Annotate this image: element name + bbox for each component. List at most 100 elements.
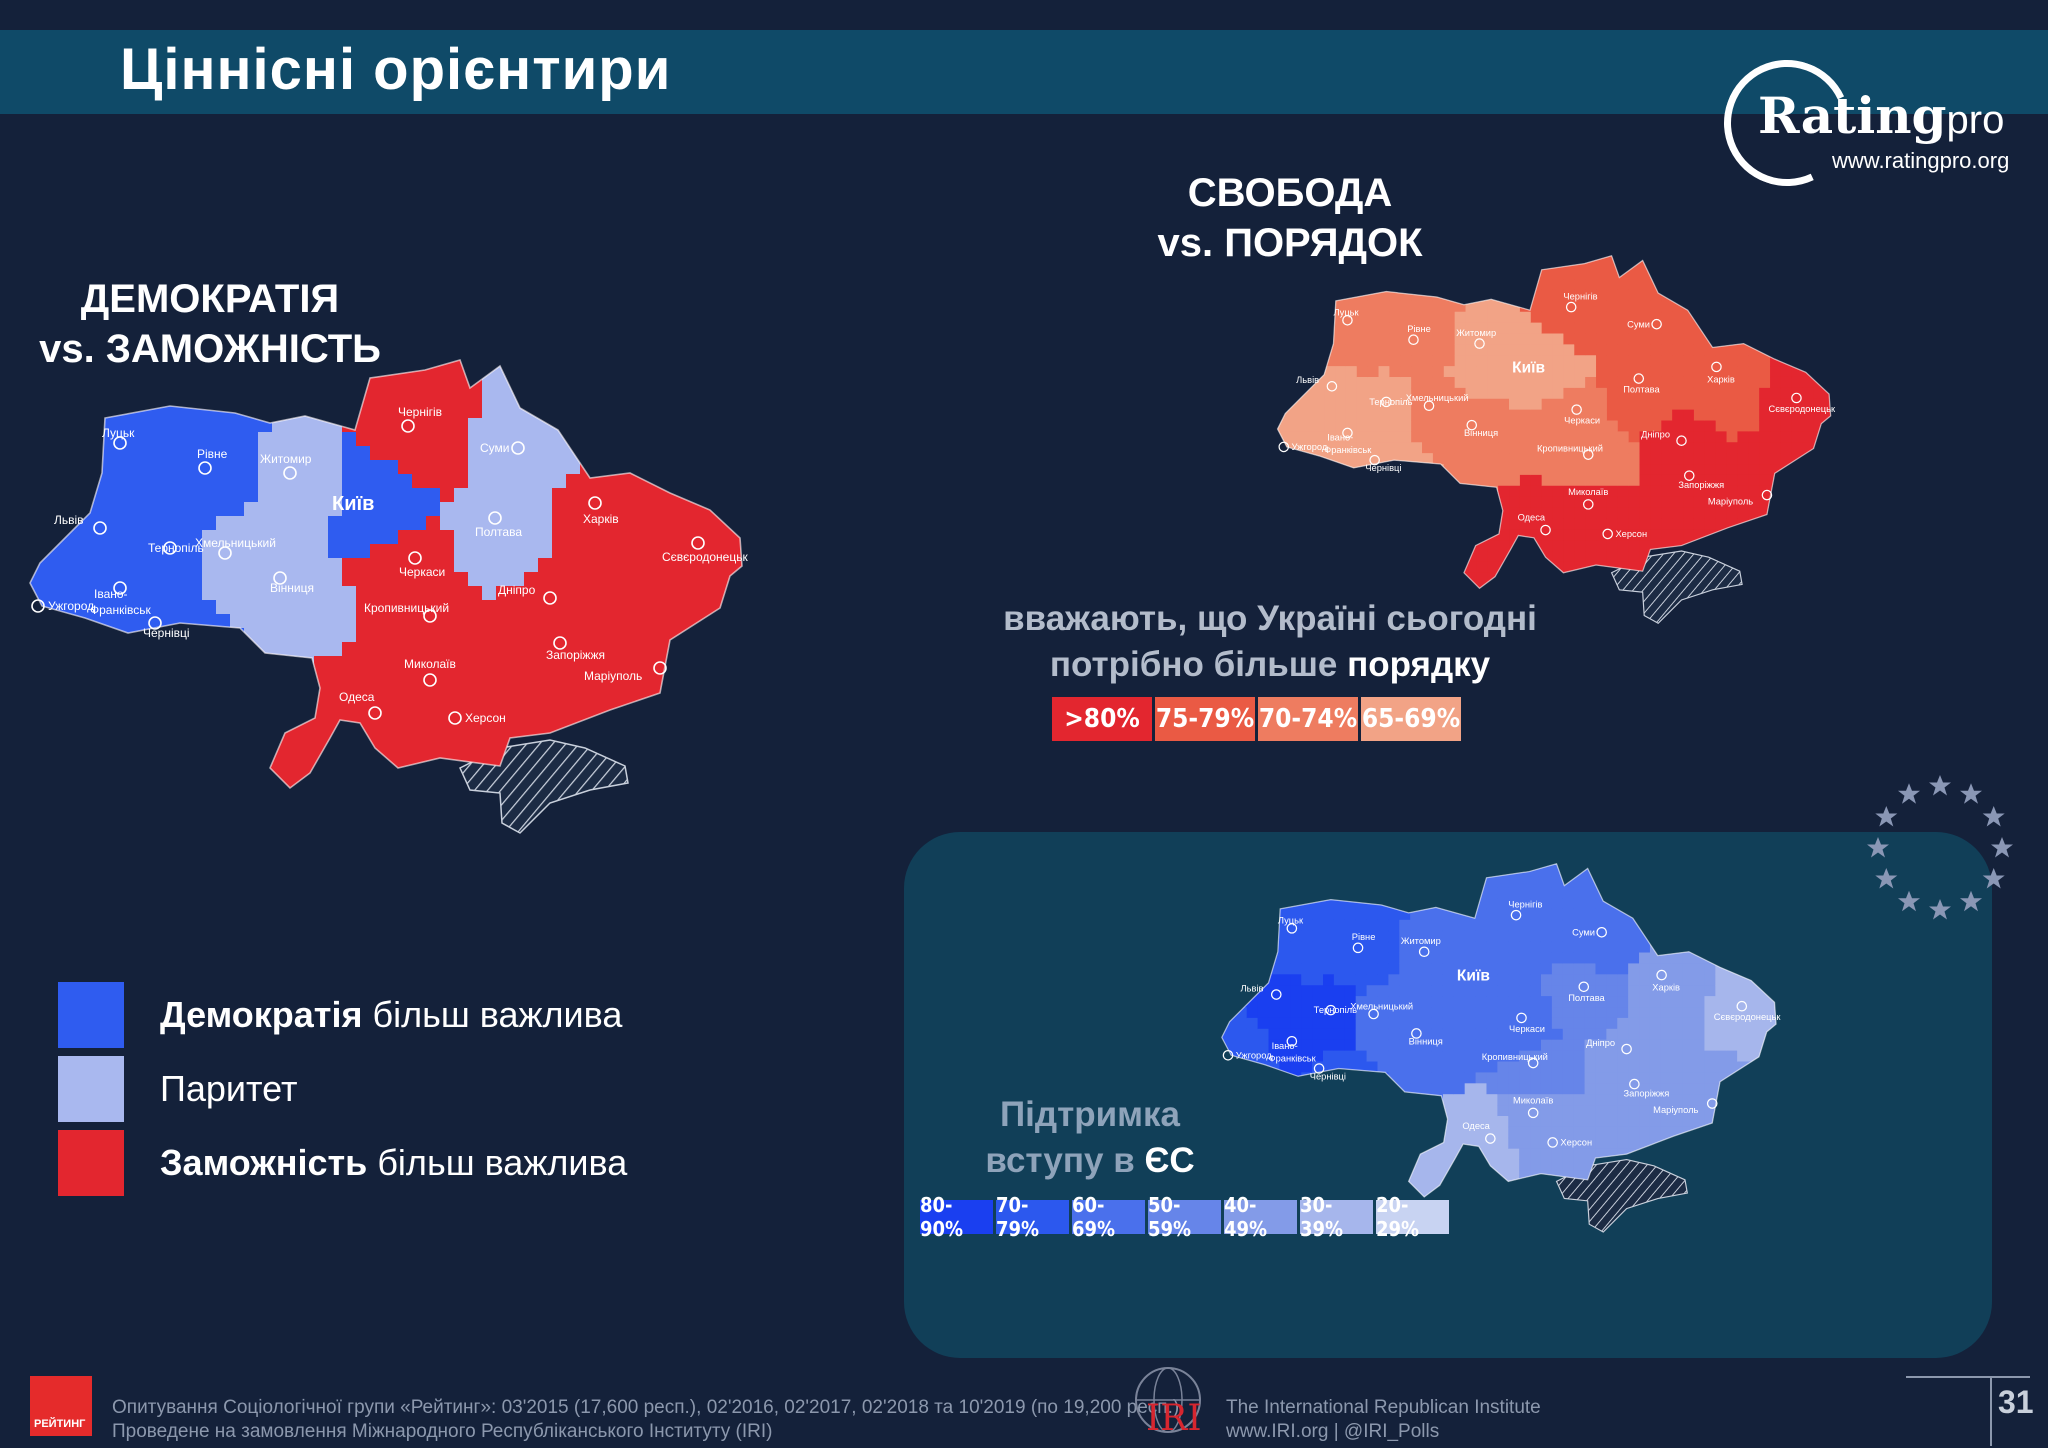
region-ternopil (1333, 996, 1346, 1008)
region-zhytomyr (1509, 311, 1521, 324)
region-chernihiv (1497, 930, 1509, 943)
region-chernihiv (1519, 279, 1532, 291)
region-chernivtsi (1290, 1181, 1302, 1193)
region-odesa (1454, 518, 1466, 530)
region-chernivtsi (202, 628, 217, 643)
region-kyiv (1519, 311, 1532, 324)
region-odesa (1410, 1115, 1422, 1128)
region-luhansk (1780, 333, 1793, 345)
region-zakarpattia (1257, 1137, 1269, 1150)
region-ivano (1301, 1017, 1313, 1030)
region-zaporizhzhia (1737, 595, 1748, 606)
region-kropyvnytskyi (1541, 464, 1554, 476)
region-sumy (1639, 289, 1651, 302)
region-luhansk (664, 502, 679, 517)
region-dnipro (524, 600, 539, 615)
city-marker (1369, 454, 1380, 466)
region-lviv (1277, 355, 1282, 367)
region-kharkiv (566, 488, 581, 503)
region-sumy (1683, 268, 1695, 280)
region-kharkiv (664, 390, 679, 405)
region-chernivtsi (1279, 1181, 1291, 1193)
region-donetsk (1780, 474, 1793, 487)
region-donetsk (720, 712, 735, 727)
region-kharkiv (636, 516, 651, 531)
region-chernihiv (1606, 344, 1619, 356)
region-vinnytsia (1519, 464, 1532, 476)
region-mykolaiv (1596, 518, 1608, 530)
region-odesa (1476, 1203, 1487, 1214)
region-lviv (90, 502, 105, 517)
region-zakarpattia (48, 586, 63, 601)
region-donetsk (1791, 583, 1804, 589)
region-zakarpattia (62, 558, 77, 573)
region-donetsk (720, 782, 735, 788)
region-vinnytsia (1388, 1094, 1400, 1106)
region-cherkasy (1486, 1028, 1498, 1041)
region-odesa (1421, 1170, 1433, 1182)
region-poltava (1639, 366, 1651, 378)
region-dnipro (1595, 1083, 1607, 1095)
region-chernihiv (1540, 876, 1553, 888)
region-ivano (104, 600, 119, 615)
region-kharkiv (1649, 985, 1662, 997)
region-mykolaiv (1585, 496, 1597, 508)
region-zakarpattia (62, 712, 77, 727)
region-poltava (496, 544, 511, 559)
region-kyiv (370, 460, 385, 475)
region-donetsk (664, 642, 679, 657)
region-mykolaiv (412, 656, 427, 671)
region-donetsk (1770, 507, 1782, 519)
region-vinnytsia (1431, 1061, 1444, 1073)
region-zakarpattia (1235, 1017, 1248, 1030)
region-odesa (1552, 518, 1564, 530)
region-donetsk (1803, 595, 1814, 606)
region-ivano (1335, 409, 1347, 421)
region-chernihiv (1563, 333, 1575, 345)
region-mykolaiv (482, 656, 497, 671)
region-kharkiv (552, 544, 567, 559)
region-vinnytsia (1519, 442, 1532, 454)
region-donetsk (1770, 583, 1782, 589)
region-zaporizhzhia (622, 726, 637, 741)
region-chernihiv (1540, 908, 1553, 921)
region-vinnytsia (258, 656, 273, 671)
city-label-dnipro: Дніпро (1641, 430, 1670, 440)
region-donetsk (706, 628, 721, 643)
region-dnipro (524, 572, 539, 587)
region-kharkiv (1748, 300, 1760, 313)
region-lviv (1257, 1007, 1269, 1019)
region-volyn (160, 376, 175, 391)
region-odesa (300, 796, 315, 811)
region-zhytomyr (1509, 344, 1521, 356)
region-kropyvnytskyi (1617, 453, 1630, 465)
region-sumy (1628, 887, 1640, 899)
region-cherkasy (1574, 398, 1586, 411)
city-label-kherson: Херсон (1615, 529, 1647, 539)
region-poltava (1595, 1017, 1607, 1030)
region-khmelnytskyi (1377, 996, 1389, 1008)
region-rivne (1377, 930, 1389, 943)
region-ternopil (1378, 398, 1390, 411)
region-cherkasy (384, 544, 399, 559)
region-kyiv (1475, 985, 1487, 997)
region-zakarpattia (48, 642, 63, 657)
region-cherkasy (426, 516, 441, 531)
region-kyiv (398, 502, 413, 517)
region-zakarpattia (1277, 561, 1282, 574)
region-zhytomyr (1421, 898, 1433, 910)
region-sumy (538, 460, 553, 475)
region-vinnytsia (1410, 1083, 1422, 1095)
region-kharkiv (552, 530, 567, 545)
region-kyiv (384, 530, 399, 545)
region-donetsk (1813, 518, 1825, 530)
region-chernihiv (454, 432, 469, 447)
region-odesa (356, 796, 371, 811)
region-khmelnytskyi (1388, 1017, 1400, 1030)
region-poltava (1584, 1007, 1596, 1019)
region-rivne (1432, 268, 1445, 280)
region-zakarpattia (1280, 485, 1292, 498)
region-odesa (1476, 572, 1488, 585)
region-zhytomyr (1487, 279, 1499, 291)
region-rivne (216, 460, 231, 475)
